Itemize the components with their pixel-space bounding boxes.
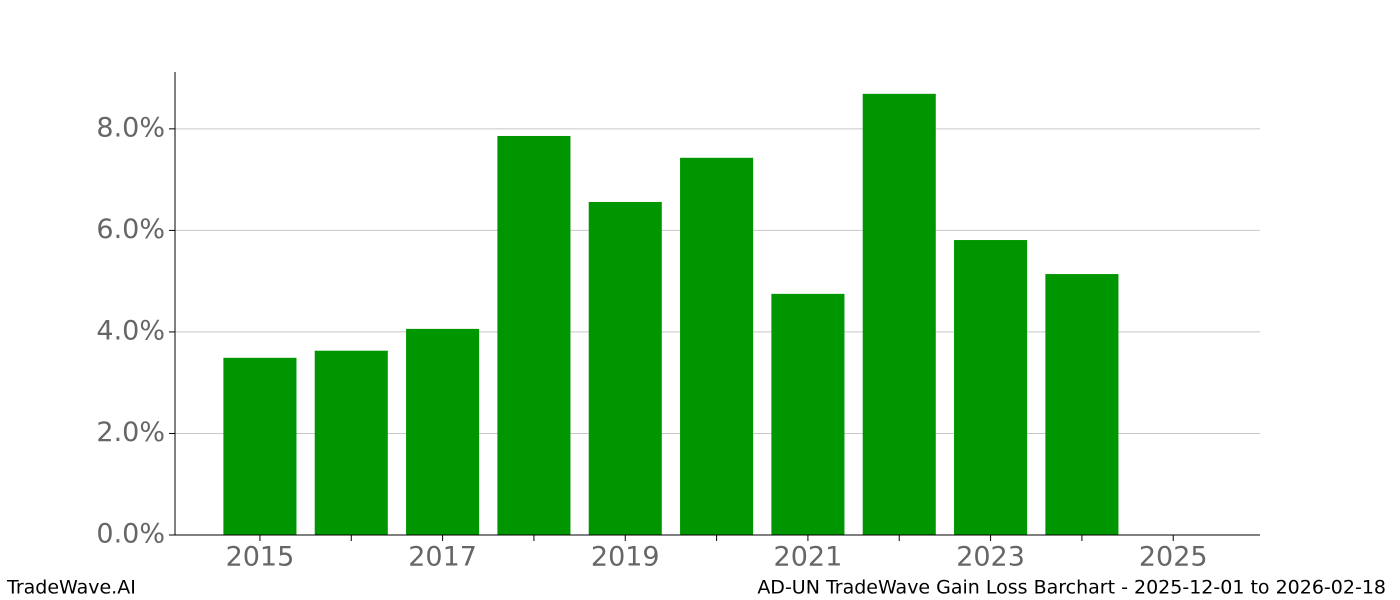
bar	[588, 201, 662, 535]
x-tick-label: 2017	[408, 542, 477, 573]
x-tick-label: 2023	[956, 542, 1025, 573]
footer-left: TradeWave.AI	[6, 577, 136, 599]
x-tick-label: 2019	[591, 542, 660, 573]
x-tick-label: 2025	[1139, 542, 1208, 573]
footer-right: AD-UN TradeWave Gain Loss Barchart - 202…	[757, 577, 1386, 599]
bar	[1045, 274, 1119, 535]
bar	[314, 350, 388, 535]
bar	[680, 157, 754, 535]
y-tick-label: 8.0%	[96, 112, 165, 143]
bar	[223, 357, 297, 535]
bar	[497, 135, 571, 535]
bar	[406, 328, 480, 535]
x-tick-label: 2015	[226, 542, 295, 573]
y-tick-label: 2.0%	[96, 417, 165, 448]
bar	[771, 293, 845, 535]
y-tick-label: 0.0%	[96, 519, 165, 550]
y-tick-label: 6.0%	[96, 214, 165, 245]
bar	[862, 93, 936, 535]
y-tick-label: 4.0%	[96, 315, 165, 346]
bar	[954, 240, 1028, 535]
x-tick-label: 2021	[774, 542, 843, 573]
